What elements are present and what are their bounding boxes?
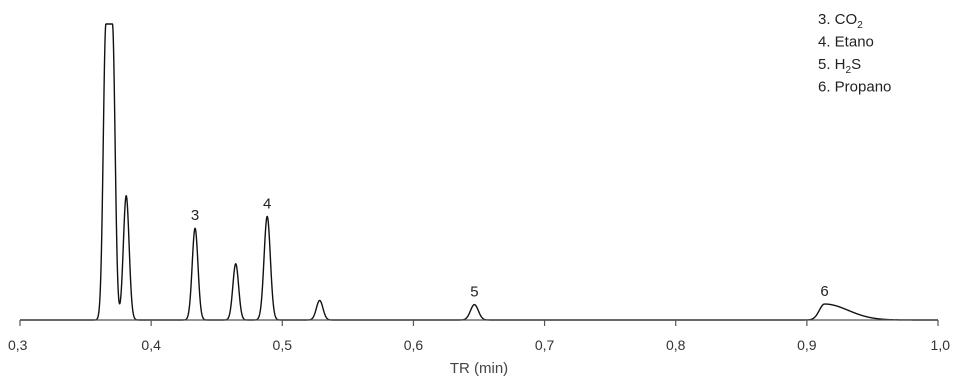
- peak-label-4: 4: [263, 195, 271, 212]
- x-tick-label: 0,7: [535, 337, 555, 353]
- x-axis-title: TR (min): [450, 360, 508, 377]
- x-axis: 0,3 0,4 0,5 0,6 0,7 0,8 0,9 1,0: [8, 319, 951, 353]
- legend-entry: 6. Propano: [818, 79, 891, 96]
- chromatogram-trace: [19, 23, 939, 321]
- x-tick-label: 0,9: [797, 337, 817, 353]
- plot-area: 3 4 5 6: [19, 23, 939, 321]
- x-tick-label: 0,3: [8, 337, 28, 353]
- x-tick-label: 0,5: [273, 337, 293, 353]
- x-tick-label: 0,4: [141, 337, 161, 353]
- legend-entry: 3. CO2: [818, 11, 863, 31]
- legend-entry: 5. H2S: [818, 56, 861, 76]
- peak-label-5: 5: [470, 284, 478, 301]
- x-tick-label: 0,8: [666, 337, 686, 353]
- legend: 3. CO2 4. Etano 5. H2S 6. Propano: [818, 11, 891, 96]
- peak-label-6: 6: [820, 283, 828, 300]
- peak-label-3: 3: [191, 207, 199, 224]
- legend-entry: 4. Etano: [818, 34, 874, 51]
- x-tick-label: 0,6: [404, 337, 424, 353]
- x-tick-label: 1,0: [931, 337, 951, 353]
